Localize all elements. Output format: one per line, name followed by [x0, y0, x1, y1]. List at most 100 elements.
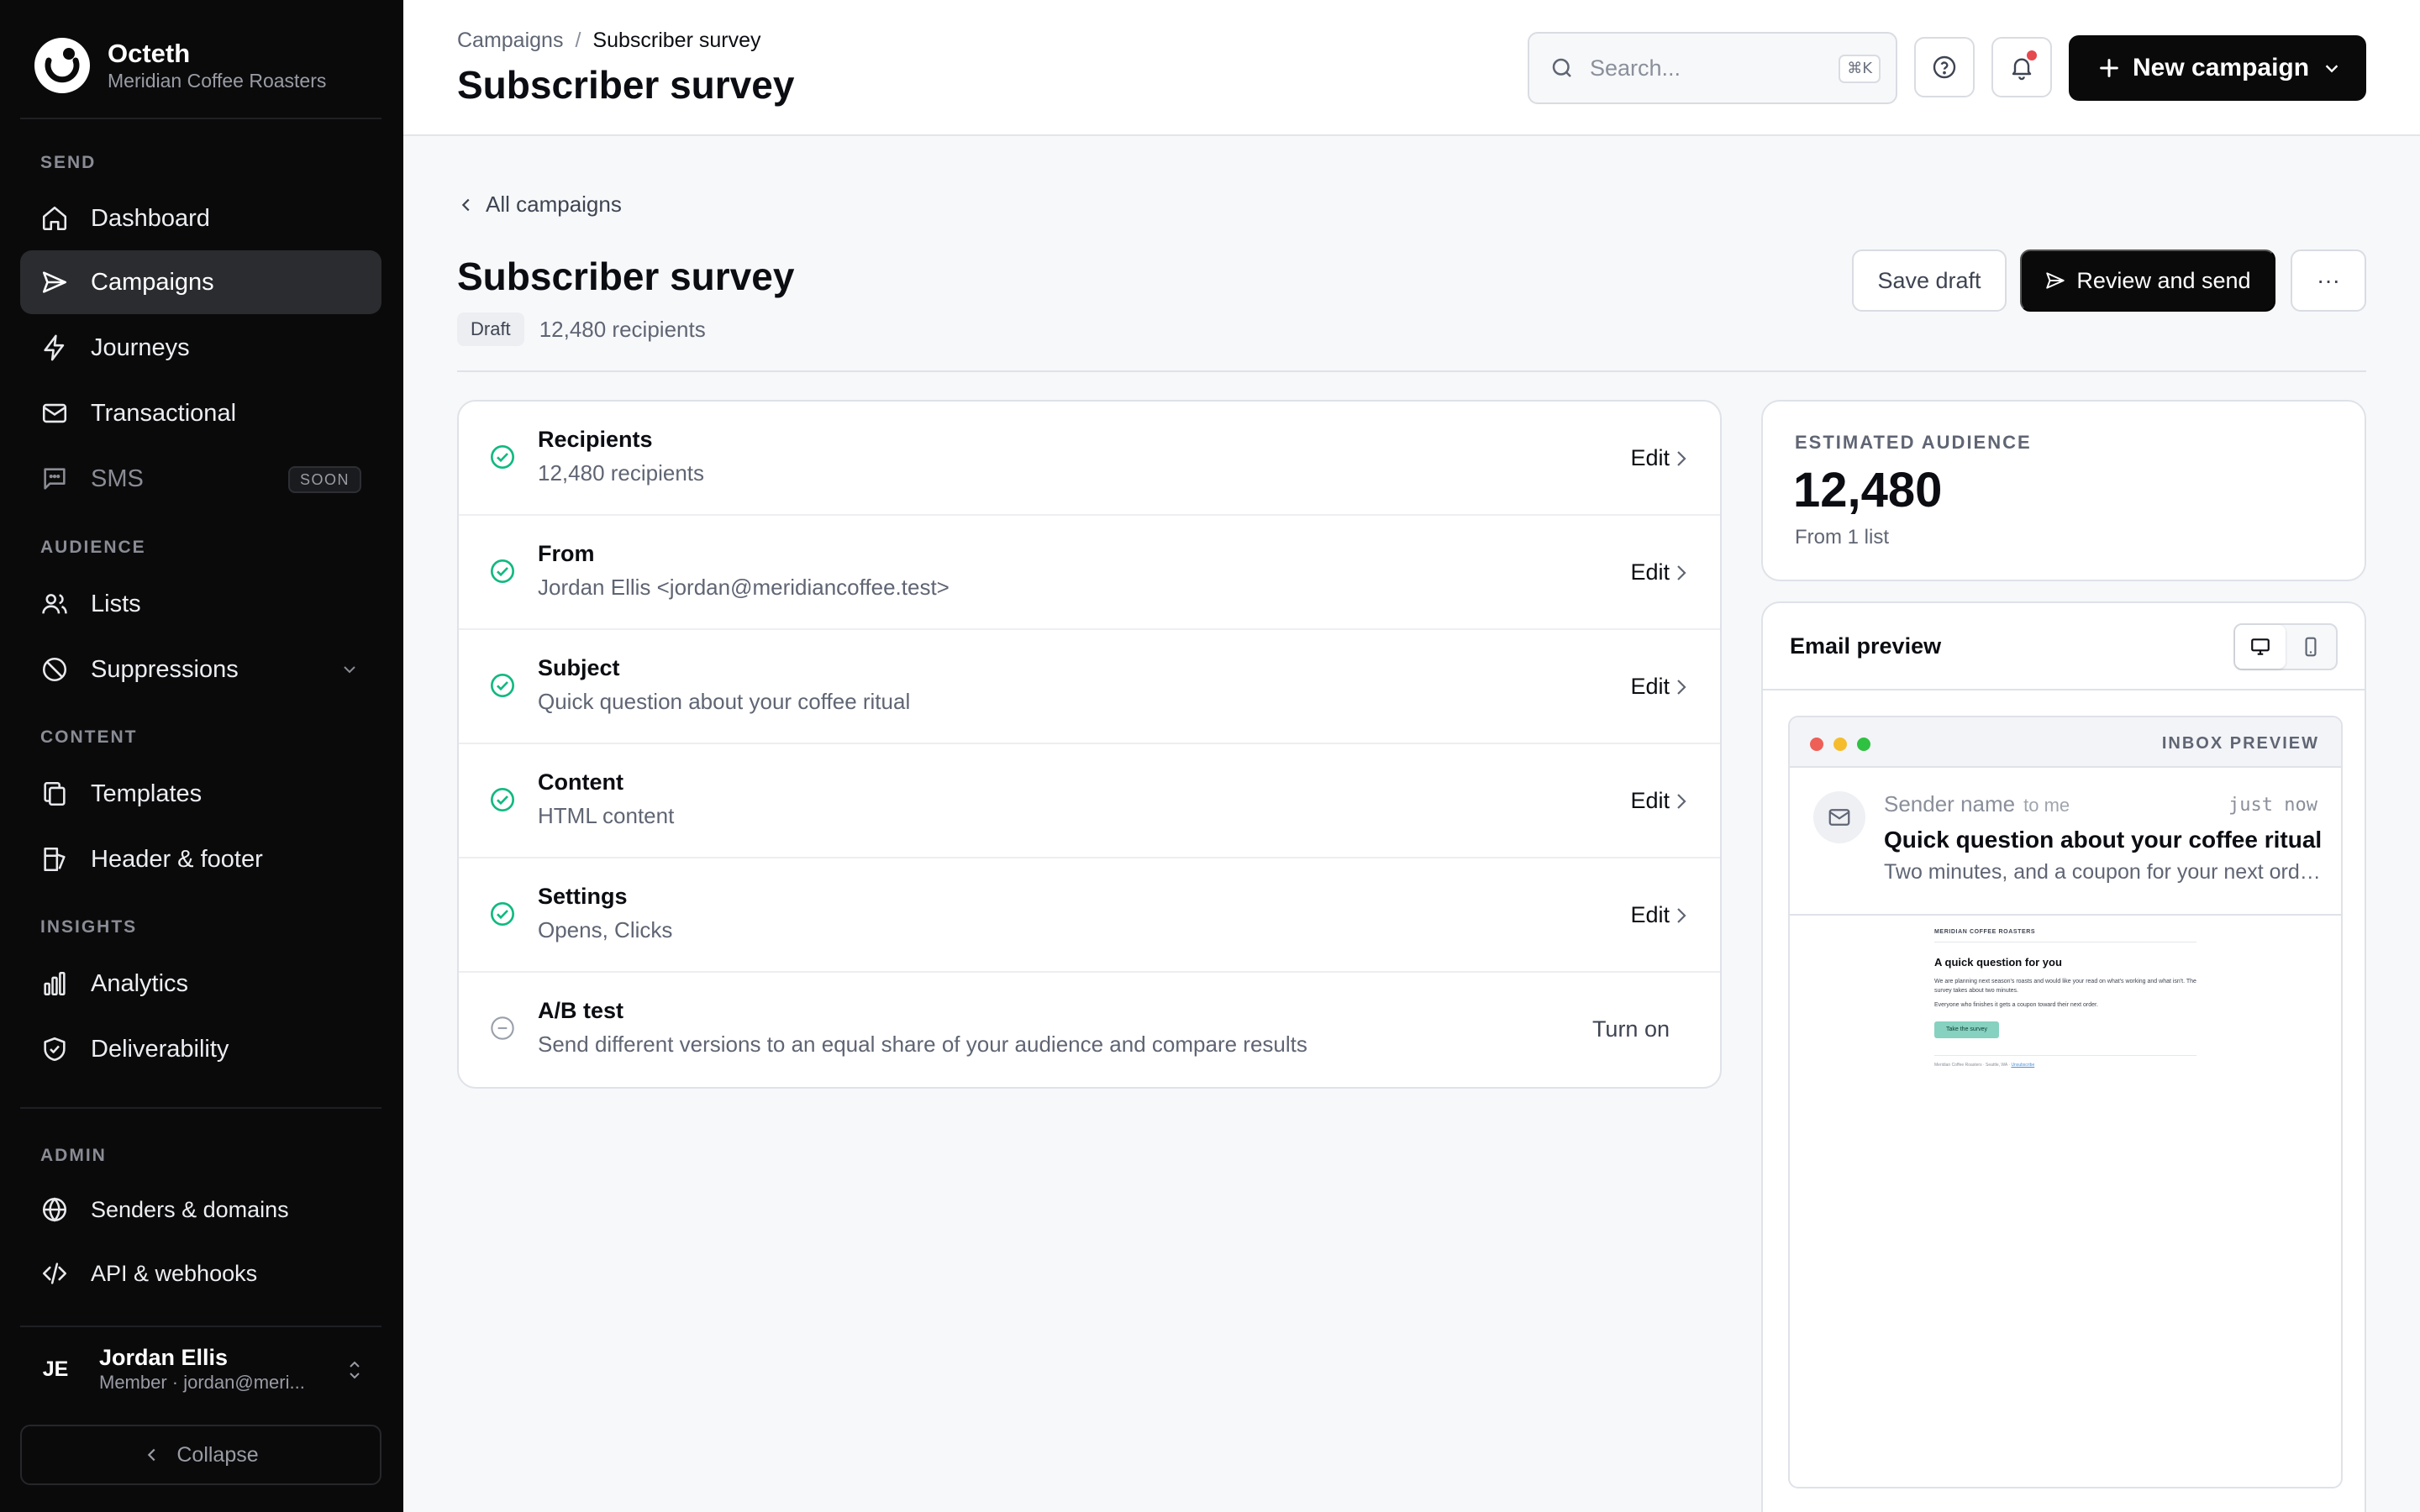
org-name: Meridian Coffee Roasters — [108, 70, 327, 92]
collapse-button[interactable]: Collapse — [20, 1425, 381, 1485]
step-ab-test[interactable]: A/B test Send different versions to an e… — [459, 973, 1720, 1087]
search-box[interactable]: ⌘K — [1528, 32, 1897, 104]
step-recipients[interactable]: Recipients 12,480 recipients Edit — [459, 402, 1720, 516]
chevron-right-icon — [1677, 794, 1686, 809]
sidebar-item-api-webhooks[interactable]: API & webhooks — [20, 1242, 381, 1305]
message-subject: Quick question about your coffee ritual — [1884, 827, 2323, 853]
sidebar-divider — [20, 118, 381, 119]
message-snippet: Two minutes, and a coupon for your next … — [1884, 860, 2321, 884]
edit-settings-button[interactable]: Edit — [1630, 902, 1670, 927]
step-settings[interactable]: Settings Opens, Clicks Edit — [459, 858, 1720, 973]
edit-from-button[interactable]: Edit — [1630, 559, 1670, 585]
chat-icon — [44, 468, 66, 490]
step-title: Recipients — [538, 427, 653, 452]
step-subtitle: 12,480 recipients — [538, 460, 705, 486]
back-to-campaigns-link[interactable]: All campaigns — [457, 192, 622, 218]
inbox-message: Sender name to me just now Quick question… — [1790, 768, 2341, 916]
edit-content-button[interactable]: Edit — [1630, 788, 1670, 813]
mail-icon — [42, 403, 67, 423]
edit-subject-button[interactable]: Edit — [1630, 674, 1670, 699]
breadcrumb-current: Subscriber survey — [592, 29, 761, 52]
save-draft-button[interactable]: Save draft — [1852, 249, 2007, 312]
step-subject[interactable]: Subject Quick question about your coffee… — [459, 630, 1720, 744]
campaign-steps-card: Recipients 12,480 recipients Edit From J… — [457, 400, 1722, 1089]
home-icon — [42, 206, 67, 231]
section-insights: INSIGHTS — [40, 917, 138, 937]
avatar: JE — [42, 1357, 69, 1381]
check-circle-icon — [491, 559, 514, 583]
email-content: MERIDIAN COFFEE ROASTERS A quick questio… — [1934, 929, 2196, 1068]
sidebar-item-lists[interactable]: Lists — [20, 572, 381, 636]
review-and-send-button[interactable]: Review and send — [2020, 249, 2275, 312]
chevron-left-icon — [148, 1448, 155, 1462]
sidebar-item-label: Analytics — [91, 969, 189, 997]
sidebar: Octeth Meridian Coffee Roasters SEND Das… — [0, 0, 403, 1512]
email-cta-button: Take the survey — [1934, 1021, 2000, 1038]
minus-circle-icon — [491, 1016, 514, 1040]
step-title: Settings — [538, 884, 628, 909]
sidebar-item-label: Transactional — [91, 399, 237, 427]
sidebar-item-suppressions[interactable]: Suppressions — [20, 638, 381, 701]
user-menu[interactable]: JE Jordan Ellis Member · jordan@meri... — [20, 1334, 381, 1404]
breadcrumb-campaigns[interactable]: Campaigns — [457, 29, 564, 52]
chevron-left-icon — [461, 198, 470, 211]
step-subtitle: Quick question about your coffee ritual — [538, 689, 911, 714]
sidebar-item-header-footer[interactable]: Header & footer — [20, 827, 381, 891]
sidebar-item-deliverability[interactable]: Deliverability — [20, 1017, 381, 1081]
window-dot-yellow — [1833, 738, 1847, 751]
chevron-right-icon — [1677, 680, 1686, 695]
step-content[interactable]: Content HTML content Edit — [459, 744, 1720, 858]
section-send: SEND — [40, 153, 97, 172]
audience-label: ESTIMATED AUDIENCE — [1795, 432, 2032, 453]
user-meta: Member · jordan@meri... — [99, 1372, 305, 1393]
users-icon — [42, 594, 67, 614]
sidebar-item-transactional[interactable]: Transactional — [20, 381, 381, 445]
sidebar-item-analytics[interactable]: Analytics — [20, 952, 381, 1016]
send-icon — [2046, 272, 2065, 289]
sidebar-item-label: Header & footer — [91, 845, 263, 873]
step-title: Content — [538, 769, 623, 795]
notifications-button[interactable] — [1991, 37, 2052, 97]
layout-brush-icon — [44, 847, 66, 872]
bell-icon — [2012, 58, 2032, 81]
search-shortcut: ⌘K — [1839, 55, 1881, 83]
search-input[interactable] — [1590, 55, 1842, 81]
ban-icon — [42, 657, 67, 682]
more-actions-button[interactable]: ··· — [2291, 249, 2366, 312]
edit-recipients-button[interactable]: Edit — [1630, 445, 1670, 470]
sidebar-item-senders-domains[interactable]: Senders & domains — [20, 1178, 381, 1242]
audience-source: From 1 list — [1795, 526, 1890, 549]
desktop-view-button[interactable] — [2235, 625, 2286, 669]
sender-avatar — [1813, 791, 1865, 843]
brand[interactable]: Octeth Meridian Coffee Roasters — [32, 35, 326, 96]
breadcrumb-separator: / — [575, 29, 581, 52]
sidebar-item-label: SMS — [91, 465, 144, 492]
main-divider — [457, 370, 2366, 372]
step-title: A/B test — [538, 998, 624, 1023]
help-button[interactable] — [1914, 37, 1975, 97]
window-dot-green — [1857, 738, 1870, 751]
estimated-audience-card: ESTIMATED AUDIENCE 12,480 From 1 list — [1761, 400, 2366, 581]
bar-chart-icon — [44, 971, 66, 996]
campaign-meta: Draft 12,480 recipients — [457, 312, 706, 346]
check-circle-icon — [491, 902, 514, 926]
breadcrumb: Campaigns / Subscriber survey — [457, 29, 760, 53]
step-from[interactable]: From Jordan Ellis <jordan@meridiancoffee… — [459, 516, 1720, 630]
copy-icon — [44, 781, 66, 806]
sidebar-item-campaigns[interactable]: Campaigns — [20, 250, 381, 314]
sidebar-item-label: Suppressions — [91, 655, 239, 683]
header-title: Subscriber survey — [457, 63, 795, 107]
mobile-view-button[interactable] — [2286, 625, 2336, 669]
new-campaign-button[interactable]: New campaign — [2069, 35, 2366, 101]
lightning-icon — [44, 334, 65, 361]
turn-on-ab-test-button[interactable]: Turn on — [1591, 1016, 1670, 1042]
audience-count: 12,480 — [1793, 463, 1943, 517]
sidebar-item-templates[interactable]: Templates — [20, 762, 381, 826]
check-circle-icon — [491, 674, 514, 697]
sidebar-item-dashboard[interactable]: Dashboard — [20, 186, 381, 250]
search-icon — [1552, 58, 1571, 77]
window-dot-red — [1810, 738, 1823, 751]
sidebar-item-journeys[interactable]: Journeys — [20, 316, 381, 380]
sidebar-item-sms[interactable]: SMS SOON — [20, 447, 381, 511]
notification-dot — [2027, 50, 2037, 60]
